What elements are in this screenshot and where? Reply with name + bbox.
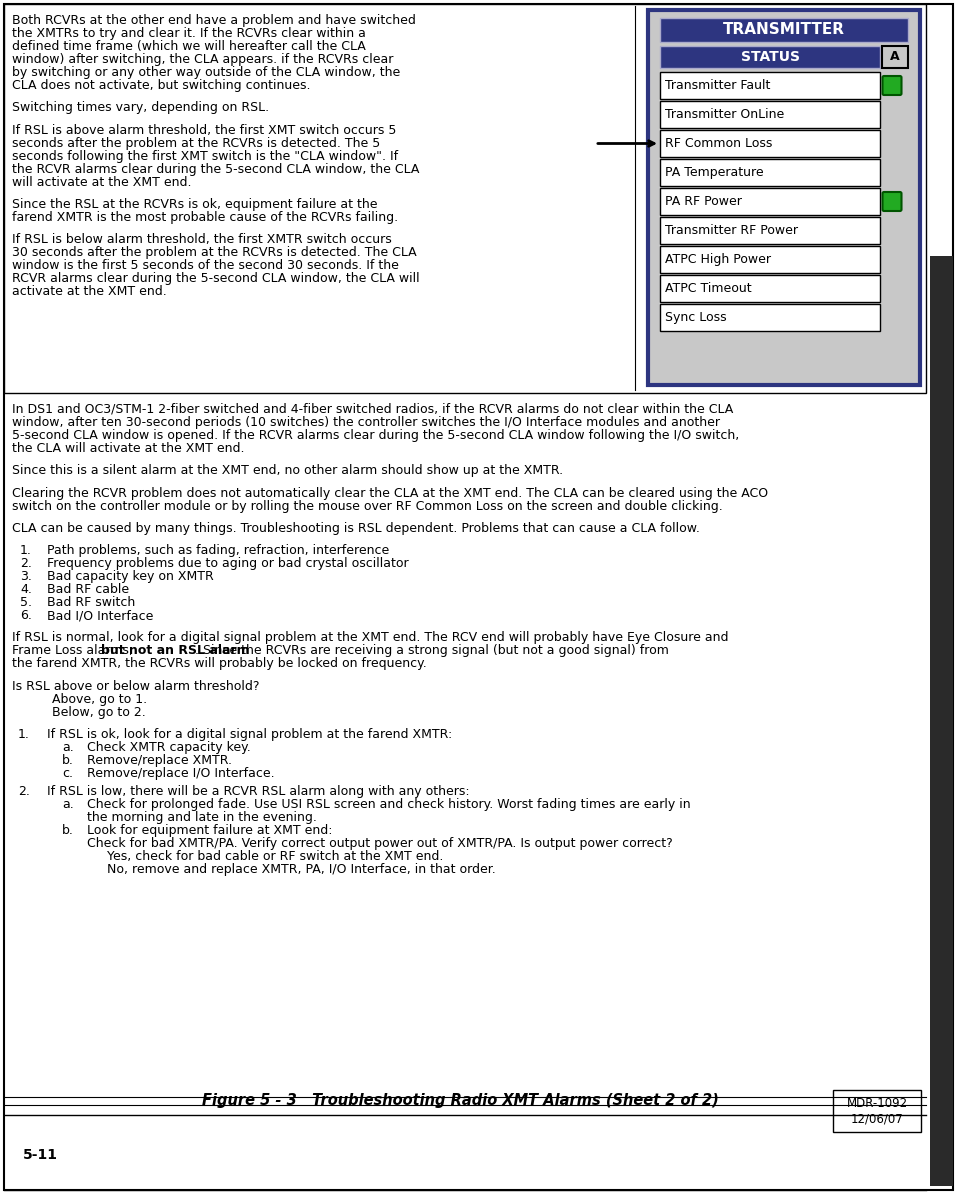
- Text: Bad RF cable: Bad RF cable: [47, 583, 129, 596]
- Text: b.: b.: [62, 755, 74, 767]
- Text: 30 seconds after the problem at the RCVRs is detected. The CLA: 30 seconds after the problem at the RCVR…: [12, 246, 416, 259]
- Text: Since the RSL at the RCVRs is ok, equipment failure at the: Since the RSL at the RCVRs is ok, equipm…: [12, 198, 377, 211]
- Text: CLA does not activate, but switching continues.: CLA does not activate, but switching con…: [12, 79, 310, 92]
- Text: TRANSMITTER: TRANSMITTER: [723, 23, 845, 37]
- Text: activate at the XMT end.: activate at the XMT end.: [12, 285, 167, 298]
- Bar: [930, 256, 953, 1186]
- Text: Check XMTR capacity key.: Check XMTR capacity key.: [87, 741, 251, 753]
- Text: Transmitter OnLine: Transmitter OnLine: [665, 107, 784, 121]
- Text: by switching or any other way outside of the CLA window, the: by switching or any other way outside of…: [12, 66, 400, 79]
- Text: 2.: 2.: [20, 556, 32, 570]
- Bar: [660, 217, 880, 244]
- FancyBboxPatch shape: [882, 192, 901, 211]
- Text: RF Common Loss: RF Common Loss: [665, 137, 772, 150]
- Text: c.: c.: [62, 767, 73, 780]
- Text: MDR-1092
12/06/07: MDR-1092 12/06/07: [846, 1097, 907, 1125]
- Text: No, remove and replace XMTR, PA, I/O Interface, in that order.: No, remove and replace XMTR, PA, I/O Int…: [107, 863, 496, 876]
- Text: STATUS: STATUS: [741, 50, 799, 64]
- Text: the farend XMTR, the RCVRs will probably be locked on frequency.: the farend XMTR, the RCVRs will probably…: [12, 658, 427, 671]
- Text: b.: b.: [62, 824, 74, 837]
- Text: Remove/replace I/O Interface.: Remove/replace I/O Interface.: [87, 767, 275, 780]
- Text: ATPC Timeout: ATPC Timeout: [665, 282, 751, 295]
- Text: Look for equipment failure at XMT end:: Look for equipment failure at XMT end:: [87, 824, 332, 837]
- Text: 3.: 3.: [20, 570, 32, 583]
- Text: Bad I/O Interface: Bad I/O Interface: [47, 609, 153, 622]
- Text: the CLA will activate at the XMT end.: the CLA will activate at the XMT end.: [12, 442, 244, 455]
- Text: window, after ten 30-second periods (10 switches) the controller switches the I/: window, after ten 30-second periods (10 …: [12, 416, 720, 429]
- Text: Remove/replace XMTR.: Remove/replace XMTR.: [87, 755, 232, 767]
- Bar: [660, 246, 880, 273]
- Bar: [660, 18, 908, 42]
- Text: ATPC High Power: ATPC High Power: [665, 253, 771, 266]
- Text: . Since the RCVRs are receiving a strong signal (but not a good signal) from: . Since the RCVRs are receiving a strong…: [194, 645, 668, 658]
- Text: 5-second CLA window is opened. If the RCVR alarms clear during the 5-second CLA : 5-second CLA window is opened. If the RC…: [12, 429, 739, 442]
- Text: the XMTRs to try and clear it. If the RCVRs clear within a: the XMTRs to try and clear it. If the RC…: [12, 27, 366, 41]
- Text: A: A: [890, 50, 900, 63]
- Bar: [660, 187, 880, 215]
- Text: Path problems, such as fading, refraction, interference: Path problems, such as fading, refractio…: [47, 544, 389, 556]
- Text: the morning and late in the evening.: the morning and late in the evening.: [87, 811, 317, 824]
- Text: Bad capacity key on XMTR: Bad capacity key on XMTR: [47, 570, 213, 583]
- Text: Sync Loss: Sync Loss: [665, 310, 726, 324]
- Text: If RSL is low, there will be a RCVR RSL alarm along with any others:: If RSL is low, there will be a RCVR RSL …: [47, 784, 470, 798]
- FancyBboxPatch shape: [882, 76, 901, 96]
- Text: 6.: 6.: [20, 609, 32, 622]
- Text: Figure 5 - 3   Troubleshooting Radio XMT Alarms (Sheet 2 of 2): Figure 5 - 3 Troubleshooting Radio XMT A…: [202, 1094, 719, 1108]
- Text: 2.: 2.: [18, 784, 30, 798]
- Text: Since this is a silent alarm at the XMT end, no other alarm should show up at th: Since this is a silent alarm at the XMT …: [12, 464, 563, 478]
- Text: 1.: 1.: [20, 544, 32, 556]
- Text: Check for prolonged fade. Use USI RSL screen and check history. Worst fading tim: Check for prolonged fade. Use USI RSL sc…: [87, 798, 691, 811]
- Text: Transmitter RF Power: Transmitter RF Power: [665, 224, 798, 236]
- Text: If RSL is normal, look for a digital signal problem at the XMT end. The RCV end : If RSL is normal, look for a digital sig…: [12, 632, 728, 645]
- Bar: [648, 10, 920, 384]
- Bar: [833, 1090, 921, 1132]
- Bar: [660, 275, 880, 302]
- Text: 4.: 4.: [20, 583, 32, 596]
- Text: window) after switching, the CLA appears. if the RCVRs clear: window) after switching, the CLA appears…: [12, 54, 393, 66]
- Text: a.: a.: [62, 798, 74, 811]
- Bar: [4, 4, 926, 393]
- Bar: [660, 130, 880, 156]
- Text: 1.: 1.: [18, 728, 30, 741]
- Text: defined time frame (which we will hereafter call the CLA: defined time frame (which we will hereaf…: [12, 41, 366, 53]
- Text: will activate at the XMT end.: will activate at the XMT end.: [12, 176, 191, 189]
- Bar: [660, 159, 880, 186]
- Text: but not an RSL alarm: but not an RSL alarm: [100, 645, 250, 658]
- Text: seconds after the problem at the RCVRs is detected. The 5: seconds after the problem at the RCVRs i…: [12, 136, 380, 149]
- Bar: [660, 101, 880, 128]
- Text: If RSL is above alarm threshold, the first XMT switch occurs 5: If RSL is above alarm threshold, the fir…: [12, 124, 396, 136]
- Bar: [882, 47, 908, 68]
- Text: 5-11: 5-11: [23, 1147, 57, 1162]
- Text: Transmitter Fault: Transmitter Fault: [665, 79, 770, 92]
- Bar: [660, 47, 880, 68]
- Text: Switching times vary, depending on RSL.: Switching times vary, depending on RSL.: [12, 101, 269, 115]
- Text: farend XMTR is the most probable cause of the RCVRs failing.: farend XMTR is the most probable cause o…: [12, 211, 398, 224]
- Text: 5.: 5.: [20, 596, 32, 609]
- Text: Bad RF switch: Bad RF switch: [47, 596, 135, 609]
- Text: Clearing the RCVR problem does not automatically clear the CLA at the XMT end. T: Clearing the RCVR problem does not autom…: [12, 486, 768, 499]
- Text: Check for bad XMTR/PA. Verify correct output power out of XMTR/PA. Is output pow: Check for bad XMTR/PA. Verify correct ou…: [87, 837, 673, 850]
- Text: Both RCVRs at the other end have a problem and have switched: Both RCVRs at the other end have a probl…: [12, 14, 416, 27]
- Text: the RCVR alarms clear during the 5-second CLA window, the CLA: the RCVR alarms clear during the 5-secon…: [12, 162, 419, 176]
- Text: RCVR alarms clear during the 5-second CLA window, the CLA will: RCVR alarms clear during the 5-second CL…: [12, 272, 419, 285]
- Bar: [660, 304, 880, 331]
- Text: Frame Loss alarms,: Frame Loss alarms,: [12, 645, 137, 658]
- Text: Yes, check for bad cable or RF switch at the XMT end.: Yes, check for bad cable or RF switch at…: [107, 850, 443, 863]
- Text: seconds following the first XMT switch is the "CLA window". If: seconds following the first XMT switch i…: [12, 149, 398, 162]
- Text: If RSL is below alarm threshold, the first XMTR switch occurs: If RSL is below alarm threshold, the fir…: [12, 233, 391, 246]
- Text: Above, go to 1.: Above, go to 1.: [52, 693, 147, 706]
- Text: Frequency problems due to aging or bad crystal oscillator: Frequency problems due to aging or bad c…: [47, 556, 409, 570]
- Text: CLA can be caused by many things. Troubleshooting is RSL dependent. Problems tha: CLA can be caused by many things. Troubl…: [12, 522, 700, 535]
- Text: Below, go to 2.: Below, go to 2.: [52, 706, 145, 719]
- Text: window is the first 5 seconds of the second 30 seconds. If the: window is the first 5 seconds of the sec…: [12, 259, 399, 272]
- Text: In DS1 and OC3/STM-1 2-fiber switched and 4-fiber switched radios, if the RCVR a: In DS1 and OC3/STM-1 2-fiber switched an…: [12, 404, 733, 416]
- Text: a.: a.: [62, 741, 74, 753]
- Text: If RSL is ok, look for a digital signal problem at the farend XMTR:: If RSL is ok, look for a digital signal …: [47, 728, 453, 741]
- Bar: [660, 72, 880, 99]
- Text: PA Temperature: PA Temperature: [665, 166, 764, 179]
- Text: PA RF Power: PA RF Power: [665, 195, 742, 208]
- Text: Is RSL above or below alarm threshold?: Is RSL above or below alarm threshold?: [12, 679, 259, 693]
- Text: switch on the controller module or by rolling the mouse over RF Common Loss on t: switch on the controller module or by ro…: [12, 499, 723, 512]
